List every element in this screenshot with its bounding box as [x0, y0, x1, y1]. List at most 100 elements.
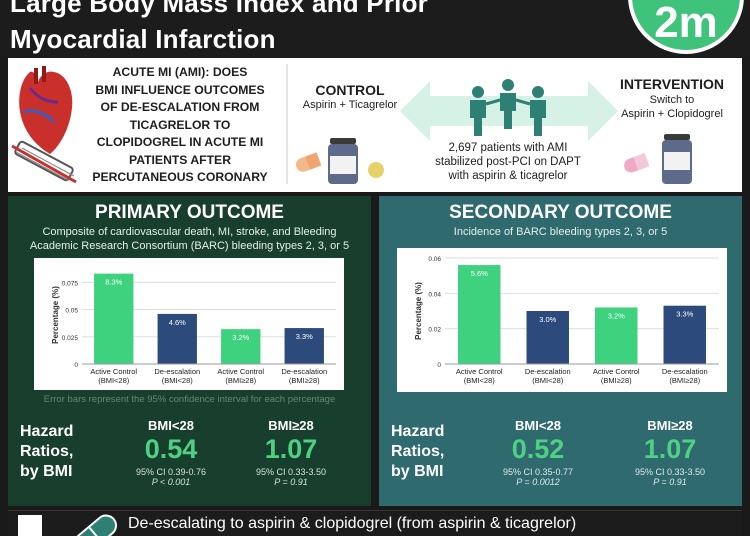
intervention-subtitle-2: Aspirin + Clopidogrel [621, 108, 723, 120]
y-tick-label: 0.075 [62, 280, 79, 287]
intervention-title: INTERVENTION [620, 76, 724, 92]
data-label: 3.3% [296, 332, 313, 341]
x-tick-label: Active Control [456, 367, 503, 376]
hr-label-line: Ratios, [391, 443, 445, 460]
x-tick-label: (BMI<28) [98, 376, 130, 385]
primary-outcome-chart: 0 0.025 0.05 0.075 Percentage (%) 8.3% Active … [34, 258, 344, 390]
x-tick-label: De-escalation [525, 367, 571, 376]
hr-ci: 95% CI 0.39-0.76 [135, 467, 207, 477]
question-line: BMI INFLUENCE OUTCOMES [95, 82, 265, 97]
hr-label-line: Hazard [20, 423, 74, 440]
hr-ci: 95% CI 0.33-3.50 [255, 467, 327, 477]
question-line: OF DE-ESCALATION FROM [100, 100, 260, 114]
question-line: ACUTE MI (AMI): DOES [112, 65, 248, 79]
y-tick-label: 0.025 [62, 335, 79, 342]
data-label: 3.0% [539, 315, 556, 324]
hr-p-value: P = 0.91 [653, 477, 687, 487]
conclusion-text: De-escalating to aspirin & clopidogrel (… [128, 515, 577, 532]
hr-bmi-under-28: BMI<28 0.52 95% CI 0.35-0.77 P = 0.0012 [483, 418, 593, 487]
y-tick-label: 0 [437, 362, 441, 369]
bar [157, 313, 197, 364]
study-overview-band: ACUTE MI (AMI): DOES BMI INFLUENCE OUTCO… [8, 58, 742, 192]
x-tick-label: Active Control [593, 367, 640, 376]
hr-bmi-label: BMI<28 [148, 418, 194, 433]
question-line: CLOPIDOGREL IN ACUTE MI [96, 135, 264, 149]
title-line-1: Large Body Mass Index and Prior [10, 0, 428, 18]
title-line-2: Myocardial Infarction [10, 24, 276, 54]
hr-label-line: by BMI [391, 463, 444, 480]
y-tick-label: 0.05 [65, 308, 78, 315]
error-bar-note: Error bars represent the 95% confidence … [43, 394, 336, 405]
hazard-ratio-label: Hazard Ratios, by BMI [391, 422, 444, 482]
population-line-1: 2,697 patients with AMI [448, 142, 568, 154]
y-axis-label: Percentage (%) [51, 286, 60, 344]
heart-stent-icon [11, 66, 77, 184]
research-question: ACUTE MI (AMI): DOES BMI INFLUENCE OUTCO… [82, 64, 278, 187]
header: Large Body Mass Index and Prior Myocardi… [0, 0, 750, 56]
x-tick-label: (BMI≥28) [669, 376, 700, 385]
primary-outcome-subtitle-1: Composite of cardiovascular death, MI, s… [42, 226, 337, 238]
data-label: 3.2% [608, 311, 625, 320]
question-line: TICAGRELOR TO [129, 117, 231, 132]
question-line: PATIENTS AFTER [128, 152, 231, 167]
x-tick-label: De-escalation [154, 367, 200, 376]
divider [286, 64, 288, 184]
hr-value: 0.54 [144, 434, 198, 464]
conclusion-band: De-escalating to aspirin & clopidogrel (… [8, 510, 742, 536]
secondary-outcome-panel: SECONDARY OUTCOME Incidence of BARC blee… [379, 196, 742, 506]
intervention-medication-icon [624, 134, 692, 184]
primary-outcome-panel: PRIMARY OUTCOME Composite of cardiovascu… [8, 196, 371, 506]
y-tick-label: 0 [74, 362, 78, 369]
hr-value: 1.07 [264, 434, 318, 464]
y-tick-label: 0.06 [428, 256, 441, 263]
secondary-outcome-chart: 0 0.02 0.04 0.06 Percentage (%) 5.6% Active Co… [397, 248, 727, 392]
y-axis-label: Percentage (%) [414, 282, 423, 340]
data-label: 5.6% [471, 269, 488, 278]
hr-label-line: Hazard [391, 423, 445, 440]
bar [663, 305, 706, 364]
journal-logo: 2m [628, 0, 744, 54]
secondary-chart-svg: 0 0.02 0.04 0.06 Percentage (%) 5.6% Active Co… [414, 256, 719, 385]
hr-ci: 95% CI 0.35-0.77 [502, 467, 574, 477]
data-label: 4.6% [169, 318, 186, 327]
intervention-subtitle-1: Switch to [649, 94, 695, 106]
bar [284, 328, 324, 364]
logo-text: 2m [654, 0, 718, 47]
data-label: 8.3% [105, 278, 122, 287]
hr-bmi-label: BMI≥28 [647, 418, 693, 433]
y-tick-label: 0.02 [428, 327, 441, 334]
bar [595, 307, 638, 364]
control-subtitle: Aspirin + Ticagrelor [302, 99, 398, 111]
secondary-outcome-subtitle: Incidence of BARC bleeding types 2, 3, o… [453, 226, 668, 238]
hr-p-value: P = 0.0012 [516, 477, 560, 487]
x-tick-label: Active Control [90, 367, 137, 376]
hr-p-value: P = 0.91 [274, 477, 308, 487]
x-tick-label: De-escalation [662, 367, 708, 376]
x-tick-label: Active Control [217, 367, 264, 376]
x-tick-label: (BMI<28) [464, 376, 496, 385]
data-label: 3.2% [232, 333, 249, 342]
bar [458, 265, 501, 364]
x-tick-label: (BMI<28) [532, 376, 564, 385]
y-tick-label: 0.04 [428, 291, 441, 298]
hr-bmi-28-plus: BMI≥28 1.07 95% CI 0.33-3.50 P = 0.91 [615, 418, 725, 487]
question-line: PERCUTANEOUS CORONARY [92, 170, 268, 184]
secondary-outcome-title: SECONDARY OUTCOME [449, 202, 672, 223]
x-tick-label: (BMI≥28) [289, 376, 320, 385]
control-medication-icon [295, 138, 384, 184]
primary-outcome-subtitle-2: Academic Research Consortium (BARC) blee… [29, 240, 350, 252]
hr-label-line: by BMI [20, 463, 73, 480]
hazard-ratio-label: Hazard Ratios, by BMI [20, 422, 73, 482]
bar [221, 329, 261, 364]
conclusion-marker [18, 515, 42, 536]
primary-outcome-title: PRIMARY OUTCOME [95, 202, 284, 223]
hr-bmi-under-28: BMI<28 0.54 95% CI 0.39-0.76 P < 0.001 [116, 418, 226, 487]
x-tick-label: (BMI≥28) [225, 376, 256, 385]
patients-icon [470, 79, 546, 136]
data-label: 3.3% [676, 310, 693, 319]
hr-p-value: P < 0.001 [151, 477, 191, 487]
hr-value: 1.07 [643, 434, 697, 464]
hr-bmi-28-plus: BMI≥28 1.07 95% CI 0.33-3.50 P = 0.91 [236, 418, 346, 487]
bar [94, 273, 134, 364]
